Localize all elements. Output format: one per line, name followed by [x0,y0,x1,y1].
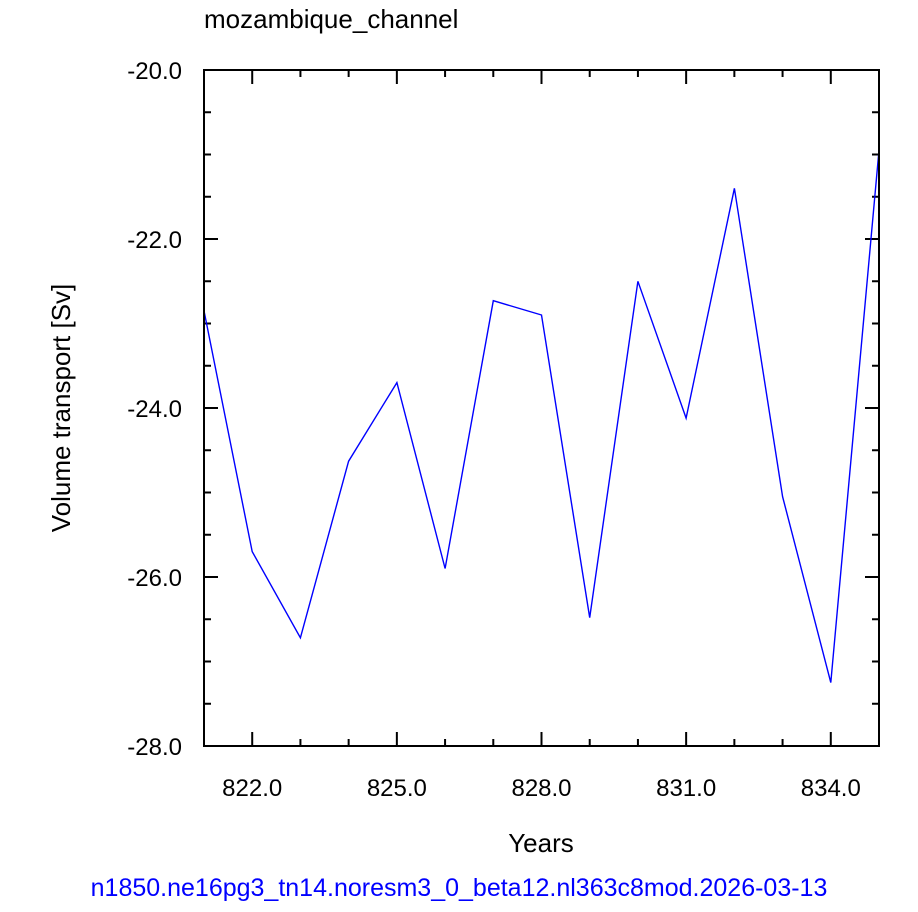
y-tick-label: -26.0 [127,565,182,592]
tick-labels: 822.0 825.0 828.0 831.0 834.0 -20.0 -22.0 -24.0… [127,58,861,802]
y-tick-label: -22.0 [127,227,182,254]
x-tick-label: 822.0 [222,775,282,802]
y-tick-label: -20.0 [127,58,182,85]
y-axis-label: Volume transport [Sv] [46,284,76,533]
y-tick-label: -24.0 [127,396,182,423]
x-tick-label: 831.0 [656,775,716,802]
x-tick-label: 828.0 [511,775,571,802]
x-axis-label: Years [508,828,574,858]
series-lines [203,150,880,683]
tick-marks [203,69,880,747]
plot-frame [203,69,880,747]
y-tick-label: -28.0 [127,734,182,761]
chart-title: mozambique_channel [204,4,458,34]
x-tick-label: 825.0 [367,775,427,802]
footer-run-id: n1850.ne16pg3_tn14.noresm3_0_beta12.nl36… [90,874,828,902]
x-tick-label: 834.0 [801,775,861,802]
series-line-1 [203,150,880,683]
